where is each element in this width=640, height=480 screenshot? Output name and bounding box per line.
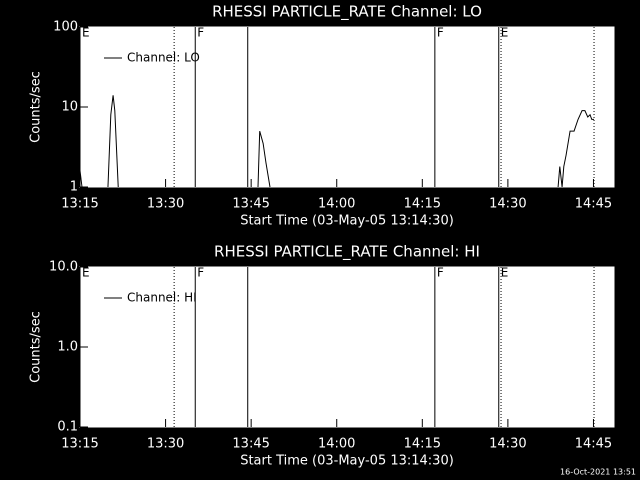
chart-title: RHESSI PARTICLE_RATE Channel: HI	[214, 243, 480, 262]
x-tick-label: 13:30	[147, 197, 184, 212]
x-tick-label: 13:15	[61, 437, 98, 452]
x-tick-label: 13:45	[232, 197, 269, 212]
flag-label: F	[197, 26, 204, 40]
flag-label: E	[501, 266, 509, 280]
x-tick-label: 14:30	[489, 197, 526, 212]
x-tick-label: 13:45	[232, 437, 269, 452]
flag-label: F	[437, 266, 444, 280]
data-line	[557, 110, 595, 188]
data-line	[107, 95, 119, 188]
footer: 16-Oct-2021 13:51	[560, 468, 636, 477]
flag-label: F	[197, 266, 204, 280]
y-tick-label: 1	[70, 180, 78, 195]
y-tick-label: 100	[53, 20, 78, 35]
y-tick-label: 10.0	[49, 260, 78, 275]
y-tick-label: 0.1	[57, 420, 78, 435]
x-tick-label: 14:15	[404, 437, 441, 452]
chart-title: RHESSI PARTICLE_RATE Channel: LO	[212, 3, 482, 22]
x-tick-label: 13:15	[61, 197, 98, 212]
legend-label: Channel: LO	[127, 51, 200, 65]
y-axis-title: Counts/sec	[29, 71, 44, 143]
flag-label: E	[501, 26, 509, 40]
y-tick-label: 1.0	[57, 340, 78, 355]
y-tick-label: 10	[61, 100, 78, 115]
data-line	[257, 130, 271, 188]
flag-label: F	[437, 26, 444, 40]
x-tick-label: 13:30	[147, 437, 184, 452]
y-axis-title: Counts/sec	[29, 311, 44, 383]
x-axis-title: Start Time (03-May-05 13:14:30)	[240, 214, 454, 229]
x-tick-label: 14:00	[318, 437, 355, 452]
plot-area	[79, 26, 615, 188]
x-tick-label: 14:00	[318, 197, 355, 212]
plot-area	[79, 266, 615, 428]
flag-label: E	[82, 266, 90, 280]
data-line	[79, 170, 83, 188]
x-tick-label: 14:45	[575, 437, 612, 452]
x-tick-label: 14:30	[489, 437, 526, 452]
x-tick-label: 14:45	[575, 197, 612, 212]
flag-label: E	[82, 26, 90, 40]
x-tick-label: 14:15	[404, 197, 441, 212]
legend-label: Channel: HI	[127, 291, 197, 305]
x-axis-title: Start Time (03-May-05 13:14:30)	[240, 454, 454, 469]
